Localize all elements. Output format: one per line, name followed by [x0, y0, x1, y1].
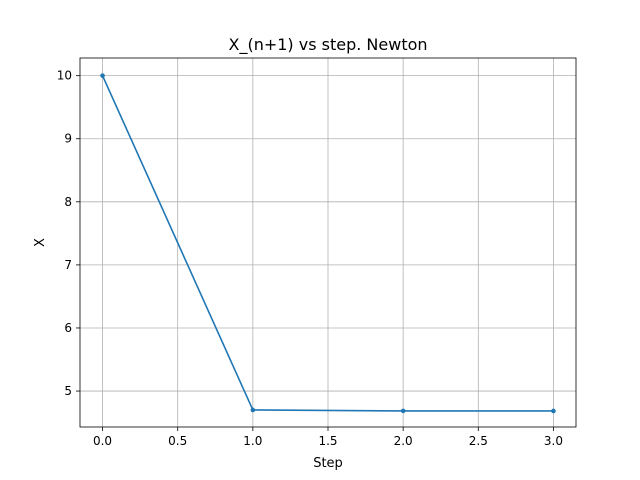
- series-layer: [100, 73, 556, 414]
- y-tick-label: 8: [64, 195, 72, 209]
- x-tick-label: 2.0: [394, 434, 413, 448]
- y-tick-label: 5: [64, 384, 72, 398]
- y-tick-label: 6: [64, 321, 72, 335]
- axis-ticks: 0.0 0.5 1.0 1.5 2.0 2.5 3.0 5 6 7 8 9 10: [57, 69, 563, 448]
- series-line: [101, 75, 554, 412]
- x-tick-label: 3.0: [544, 434, 563, 448]
- data-point: [551, 408, 556, 414]
- data-point: [400, 408, 406, 414]
- grid-lines: [80, 58, 576, 427]
- data-point: [250, 407, 256, 413]
- x-tick-label: 2.5: [469, 434, 488, 448]
- chart-title: X_(n+1) vs step. Newton: [228, 35, 427, 55]
- y-tick-label: 9: [64, 132, 72, 146]
- y-tick-label: 7: [64, 258, 72, 272]
- x-tick-label: 1.0: [243, 434, 262, 448]
- y-axis-label: X: [33, 238, 48, 247]
- data-point: [100, 73, 105, 78]
- x-tick-label: 0.0: [93, 434, 112, 448]
- x-axis-label: Step: [313, 456, 343, 471]
- y-tick-label: 10: [57, 69, 72, 83]
- x-tick-label: 1.5: [318, 434, 337, 448]
- x-tick-label: 0.5: [168, 434, 187, 448]
